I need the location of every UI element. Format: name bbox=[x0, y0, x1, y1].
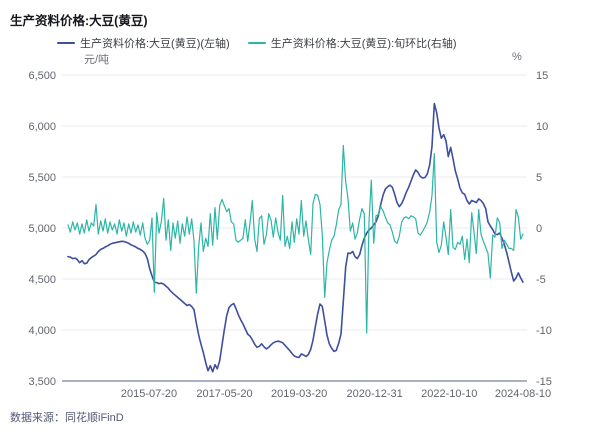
right-axis-tick-label: 5 bbox=[536, 172, 542, 184]
data-source: 数据来源：同花顺iFinD bbox=[10, 412, 124, 424]
legend-item-mom[interactable]: 生产资料价格:大豆(黄豆):旬环比(右轴) bbox=[247, 35, 457, 51]
right-axis-unit: % bbox=[512, 51, 522, 63]
left-axis-unit: 元/吨 bbox=[84, 54, 110, 66]
chart-title: 生产资料价格:大豆(黄豆) bbox=[10, 14, 148, 28]
x-axis-tick-label: 2019-03-20 bbox=[271, 388, 327, 400]
right-axis-tick-label: 0 bbox=[536, 223, 542, 235]
legend-item-mom-label: 生产资料价格:大豆(黄豆):旬环比(右轴) bbox=[270, 38, 457, 50]
left-axis-tick-label: 5,500 bbox=[28, 172, 56, 184]
price-line-series bbox=[67, 102, 524, 373]
left-axis-tick-label: 6,000 bbox=[28, 121, 56, 133]
right-axis-tick-label: -15 bbox=[536, 376, 552, 388]
right-axis-tick-label: -5 bbox=[536, 274, 546, 286]
mom-pct-line-series bbox=[67, 144, 524, 334]
price-line-swatch-icon bbox=[57, 41, 75, 45]
left-axis-tick-label: 3,500 bbox=[28, 376, 56, 388]
legend-item-price-label: 生产资料价格:大豆(黄豆)(左轴) bbox=[80, 38, 230, 50]
x-axis-tick-label: 2024-08-10 bbox=[495, 388, 551, 400]
x-axis-tick-label: 2020-12-31 bbox=[347, 388, 403, 400]
right-axis-tick-label: 15 bbox=[536, 70, 548, 82]
right-axis-tick-label: 10 bbox=[536, 121, 548, 133]
right-axis-tick-label: -10 bbox=[536, 325, 552, 337]
x-axis-tick-label: 2015-07-20 bbox=[121, 388, 177, 400]
legend-item-price[interactable]: 生产资料价格:大豆(黄豆)(左轴) bbox=[57, 35, 230, 51]
left-axis-tick-label: 4,500 bbox=[28, 274, 56, 286]
mom-line-swatch-icon bbox=[247, 41, 266, 45]
x-axis-tick-label: 2017-05-20 bbox=[196, 388, 252, 400]
left-axis-tick-label: 4,000 bbox=[28, 325, 56, 337]
legend: 生产资料价格:大豆(黄豆)(左轴) 生产资料价格:大豆(黄豆):旬环比(右轴) bbox=[57, 35, 456, 51]
x-axis-tick-label: 2022-10-10 bbox=[421, 388, 477, 400]
left-axis-tick-label: 5,000 bbox=[28, 223, 56, 235]
left-axis-tick-label: 6,500 bbox=[28, 70, 56, 82]
